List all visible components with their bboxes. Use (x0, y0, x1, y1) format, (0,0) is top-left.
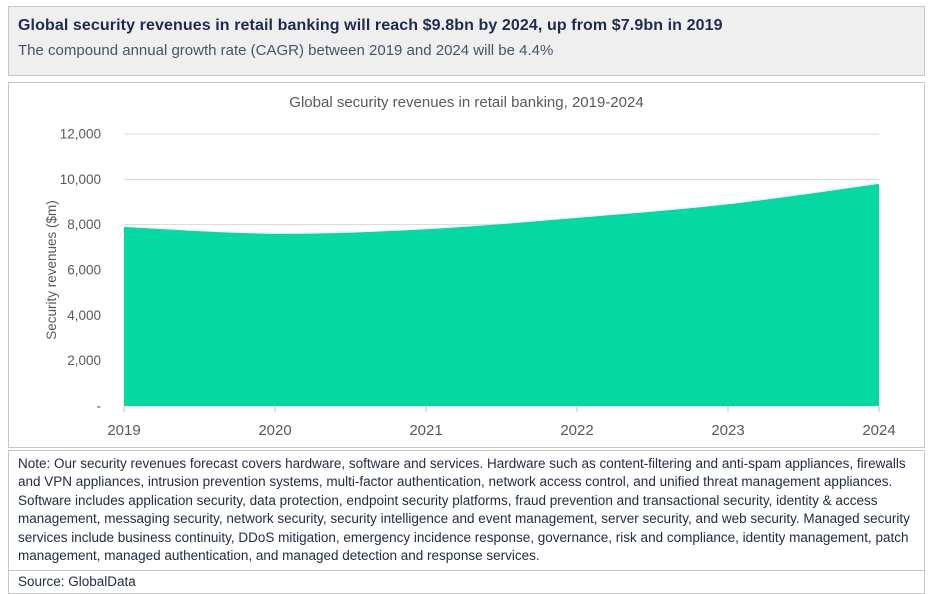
x-tick-label: 2024 (862, 422, 895, 439)
y-tick-label: 12,000 (60, 127, 101, 142)
y-axis-title: Security revenues ($m) (44, 200, 59, 340)
x-tick-label: 2023 (711, 422, 744, 439)
note-box: Note: Our security revenues forecast cov… (8, 450, 925, 594)
y-tick-label: 4,000 (67, 308, 101, 323)
x-tick-label: 2021 (409, 422, 442, 439)
chart-title: Global security revenues in retail banki… (289, 94, 644, 111)
y-tick-label: 8,000 (67, 217, 101, 232)
x-tick-label: 2019 (107, 422, 140, 439)
area-series (124, 183, 879, 406)
source-text: Source: GlobalData (18, 574, 136, 590)
x-tick-label: 2020 (258, 422, 291, 439)
source-row: Source: GlobalData (9, 570, 924, 593)
page-subtitle: The compound annual growth rate (CAGR) b… (18, 42, 554, 59)
page-title: Global security revenues in retail banki… (18, 17, 723, 34)
y-tick-label: 6,000 (67, 263, 101, 278)
x-tick-label: 2022 (560, 422, 593, 439)
y-tick-label: 10,000 (60, 172, 101, 187)
area-chart: - 2,000 4,000 6,000 8,000 10,000 12,000 2019 202… (44, 127, 896, 440)
note-text: Note: Our security revenues forecast cov… (18, 456, 910, 564)
header-box: Global security revenues in retail banki… (8, 6, 925, 76)
y-tick-label: - (97, 399, 102, 414)
y-tick-label: 2,000 (67, 353, 101, 368)
chart-box: - 2,000 4,000 6,000 8,000 10,000 12,000 2019 202… (8, 82, 925, 448)
